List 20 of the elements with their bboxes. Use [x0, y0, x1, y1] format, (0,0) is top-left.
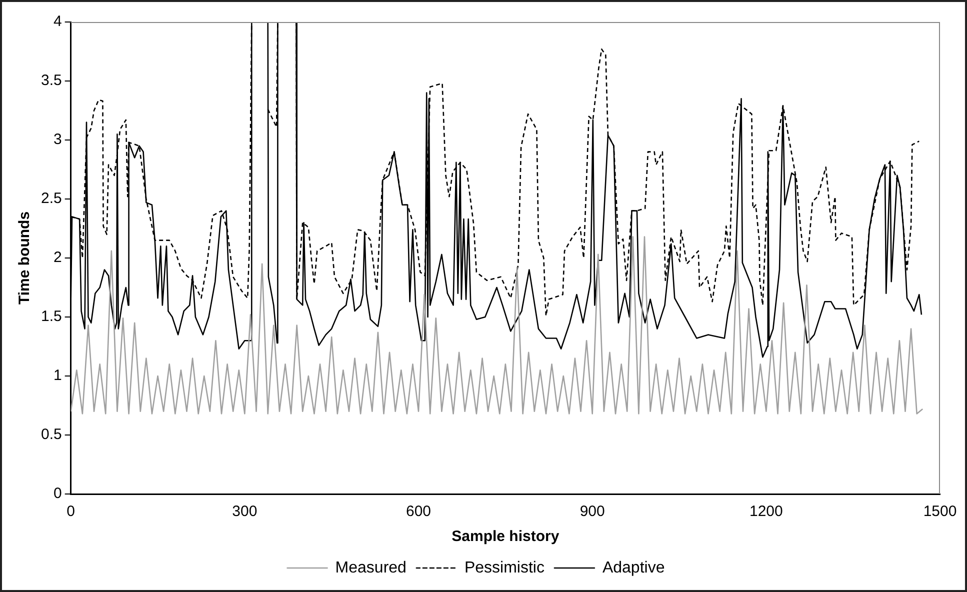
y-tick-label: 1	[54, 367, 62, 384]
y-tick-label: 3	[54, 131, 62, 148]
y-tick-label: 3.5	[40, 72, 62, 90]
y-tick-label: 0.5	[40, 426, 62, 444]
x-tick-label: 1500	[923, 503, 957, 520]
y-tick-label: 0	[54, 485, 62, 502]
legend-label: Measured	[335, 559, 406, 576]
x-axis-title: Sample history	[452, 528, 560, 546]
x-tick-label: 600	[406, 503, 432, 520]
y-tick-label: 4	[54, 13, 62, 30]
legend-label: Adaptive	[602, 559, 665, 576]
y-tick-label: 2	[54, 249, 62, 266]
x-tick-label: 900	[580, 503, 605, 520]
x-tick-label: 1200	[749, 503, 783, 520]
y-axis-title: Time bounds	[16, 211, 34, 305]
y-tick-label: 2.5	[40, 190, 62, 208]
x-tick-label: 0	[66, 503, 76, 520]
y-tick-label: 1.5	[40, 308, 62, 326]
x-tick-label: 300	[232, 503, 258, 520]
legend-label: Pessimistic	[464, 559, 544, 576]
